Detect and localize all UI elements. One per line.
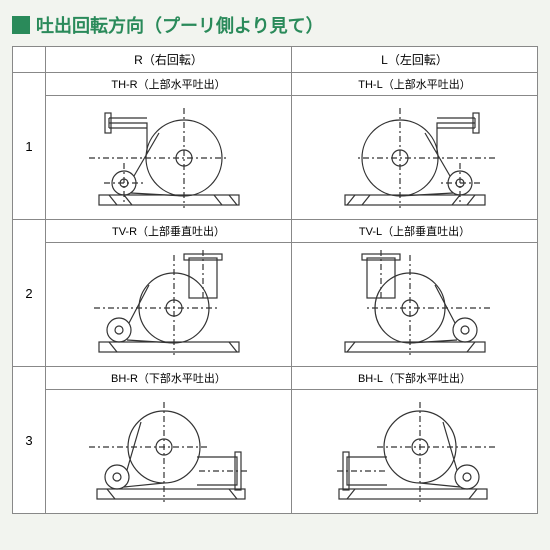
diagram-tv-l bbox=[292, 243, 538, 367]
page-title: 吐出回転方向（プーリ側より見て） bbox=[36, 12, 324, 38]
column-head-r: R（右回転） bbox=[46, 47, 292, 73]
cell-label: TH-R（上部水平吐出） bbox=[46, 73, 292, 96]
row-number: 2 bbox=[13, 220, 46, 367]
cell-label: TV-L（上部垂直吐出） bbox=[292, 220, 538, 243]
cell-label: BH-R（下部水平吐出） bbox=[46, 367, 292, 390]
diagram-tv-r bbox=[46, 243, 292, 367]
column-head-l: L（左回転） bbox=[292, 47, 538, 73]
diagram-th-r bbox=[46, 96, 292, 220]
corner-cell bbox=[13, 47, 46, 73]
diagram-bh-l bbox=[292, 390, 538, 514]
row-number: 1 bbox=[13, 73, 46, 220]
diagram-bh-r bbox=[46, 390, 292, 514]
title-marker bbox=[12, 16, 30, 34]
cell-label: TH-L（上部水平吐出） bbox=[292, 73, 538, 96]
cell-label: TV-R（上部垂直吐出） bbox=[46, 220, 292, 243]
cell-label: BH-L（下部水平吐出） bbox=[292, 367, 538, 390]
diagram-th-l bbox=[292, 96, 538, 220]
rotation-table: R（右回転） L（左回転） 1 TH-R（上部水平吐出） TH-L（上部水平吐出… bbox=[12, 46, 538, 514]
row-number: 3 bbox=[13, 367, 46, 514]
